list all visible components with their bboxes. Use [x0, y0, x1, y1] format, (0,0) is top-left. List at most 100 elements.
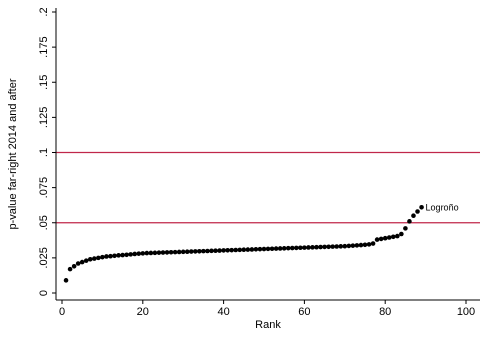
data-point: [75, 261, 81, 266]
data-point: [249, 247, 255, 252]
data-point: [253, 247, 259, 252]
data-point: [205, 248, 210, 254]
y-tick-label: .15: [38, 75, 50, 90]
data-point: [71, 264, 77, 269]
data-point: [362, 242, 368, 248]
data-point: [128, 252, 133, 257]
data-point: [298, 245, 303, 251]
data-point: [419, 204, 424, 210]
data-point: [399, 231, 404, 237]
data-point: [136, 251, 142, 256]
data-point: [395, 233, 400, 239]
data-point: [241, 247, 247, 253]
y-tick-label: .175: [38, 36, 50, 57]
data-point: [378, 236, 384, 242]
y-tick-label: .025: [38, 247, 50, 268]
x-tick-label: 80: [379, 306, 391, 318]
data-point: [112, 253, 117, 259]
data-point: [201, 248, 206, 254]
data-point: [338, 244, 344, 249]
data-point: [108, 253, 113, 259]
data-point: [164, 250, 170, 255]
data-point: [168, 249, 174, 255]
data-point: [96, 255, 101, 261]
data-point: [370, 241, 376, 246]
data-point: [140, 251, 146, 256]
annotations: Logroño: [426, 202, 459, 212]
x-tick-label: 40: [217, 306, 229, 318]
data-point: [326, 244, 331, 250]
data-point: [132, 251, 138, 257]
data-point: [289, 245, 295, 251]
point-annotation: Logroño: [426, 202, 459, 212]
data-point: [322, 244, 327, 250]
data-point: [350, 243, 356, 248]
data-point: [148, 250, 154, 256]
data-point: [156, 250, 162, 255]
y-tick-label: .1: [38, 148, 50, 157]
data-point: [225, 247, 230, 253]
data-point: [415, 209, 420, 214]
data-point: [188, 249, 194, 254]
data-point: [261, 246, 267, 252]
data-point: [160, 250, 166, 255]
data-point: [257, 246, 263, 252]
x-tick-label: 100: [457, 306, 475, 318]
y-tick-label: 0: [38, 290, 50, 296]
x-tick-label: 0: [59, 306, 65, 318]
data-point: [386, 235, 392, 240]
data-point: [273, 246, 279, 251]
x-tick-label: 60: [298, 306, 310, 318]
data-point: [407, 219, 412, 224]
data-point: [330, 244, 335, 249]
data-point: [403, 226, 408, 231]
data-point: [245, 247, 251, 252]
data-point: [172, 249, 178, 255]
data-point: [100, 254, 105, 260]
x-tick-label: 20: [137, 306, 149, 318]
data-point: [63, 278, 69, 283]
data-point: [87, 256, 93, 262]
data-point: [144, 250, 150, 256]
data-point: [277, 246, 283, 251]
data-point: [83, 258, 89, 263]
y-axis-title: p-value far-right 2014 and after: [7, 78, 19, 229]
x-axis-title: Rank: [255, 319, 281, 331]
data-point: [213, 248, 218, 254]
data-point: [318, 244, 323, 250]
data-point: [294, 245, 299, 251]
data-point: [92, 256, 97, 261]
data-point: [180, 249, 186, 255]
data-point: [314, 244, 319, 250]
data-point: [193, 249, 198, 254]
data-point: [346, 243, 352, 249]
data-point: [120, 252, 125, 258]
data-point: [209, 248, 214, 254]
data-point: [334, 244, 340, 249]
data-point: [374, 237, 380, 242]
data-point: [310, 245, 315, 250]
data-point: [124, 252, 129, 258]
data-point: [116, 253, 121, 258]
y-tick-label: .05: [38, 215, 50, 230]
data-point: [302, 245, 307, 250]
data-points: [63, 204, 424, 283]
data-point: [197, 248, 202, 254]
data-point: [281, 246, 287, 251]
data-point: [67, 266, 73, 272]
data-point: [152, 250, 158, 256]
data-point: [229, 247, 234, 253]
data-point: [176, 249, 182, 255]
axes: 0 .025 .05 .075 .1 .125 .15 .175 .2 0 20 40 60 80 100: [38, 7, 480, 318]
data-point: [104, 254, 109, 259]
data-point: [411, 213, 416, 219]
y-tick-label: .075: [38, 177, 50, 198]
data-point: [285, 245, 291, 251]
data-point: [390, 234, 396, 240]
data-point: [306, 245, 311, 250]
data-point: [354, 243, 360, 248]
data-point: [269, 246, 275, 252]
data-point: [366, 242, 372, 247]
